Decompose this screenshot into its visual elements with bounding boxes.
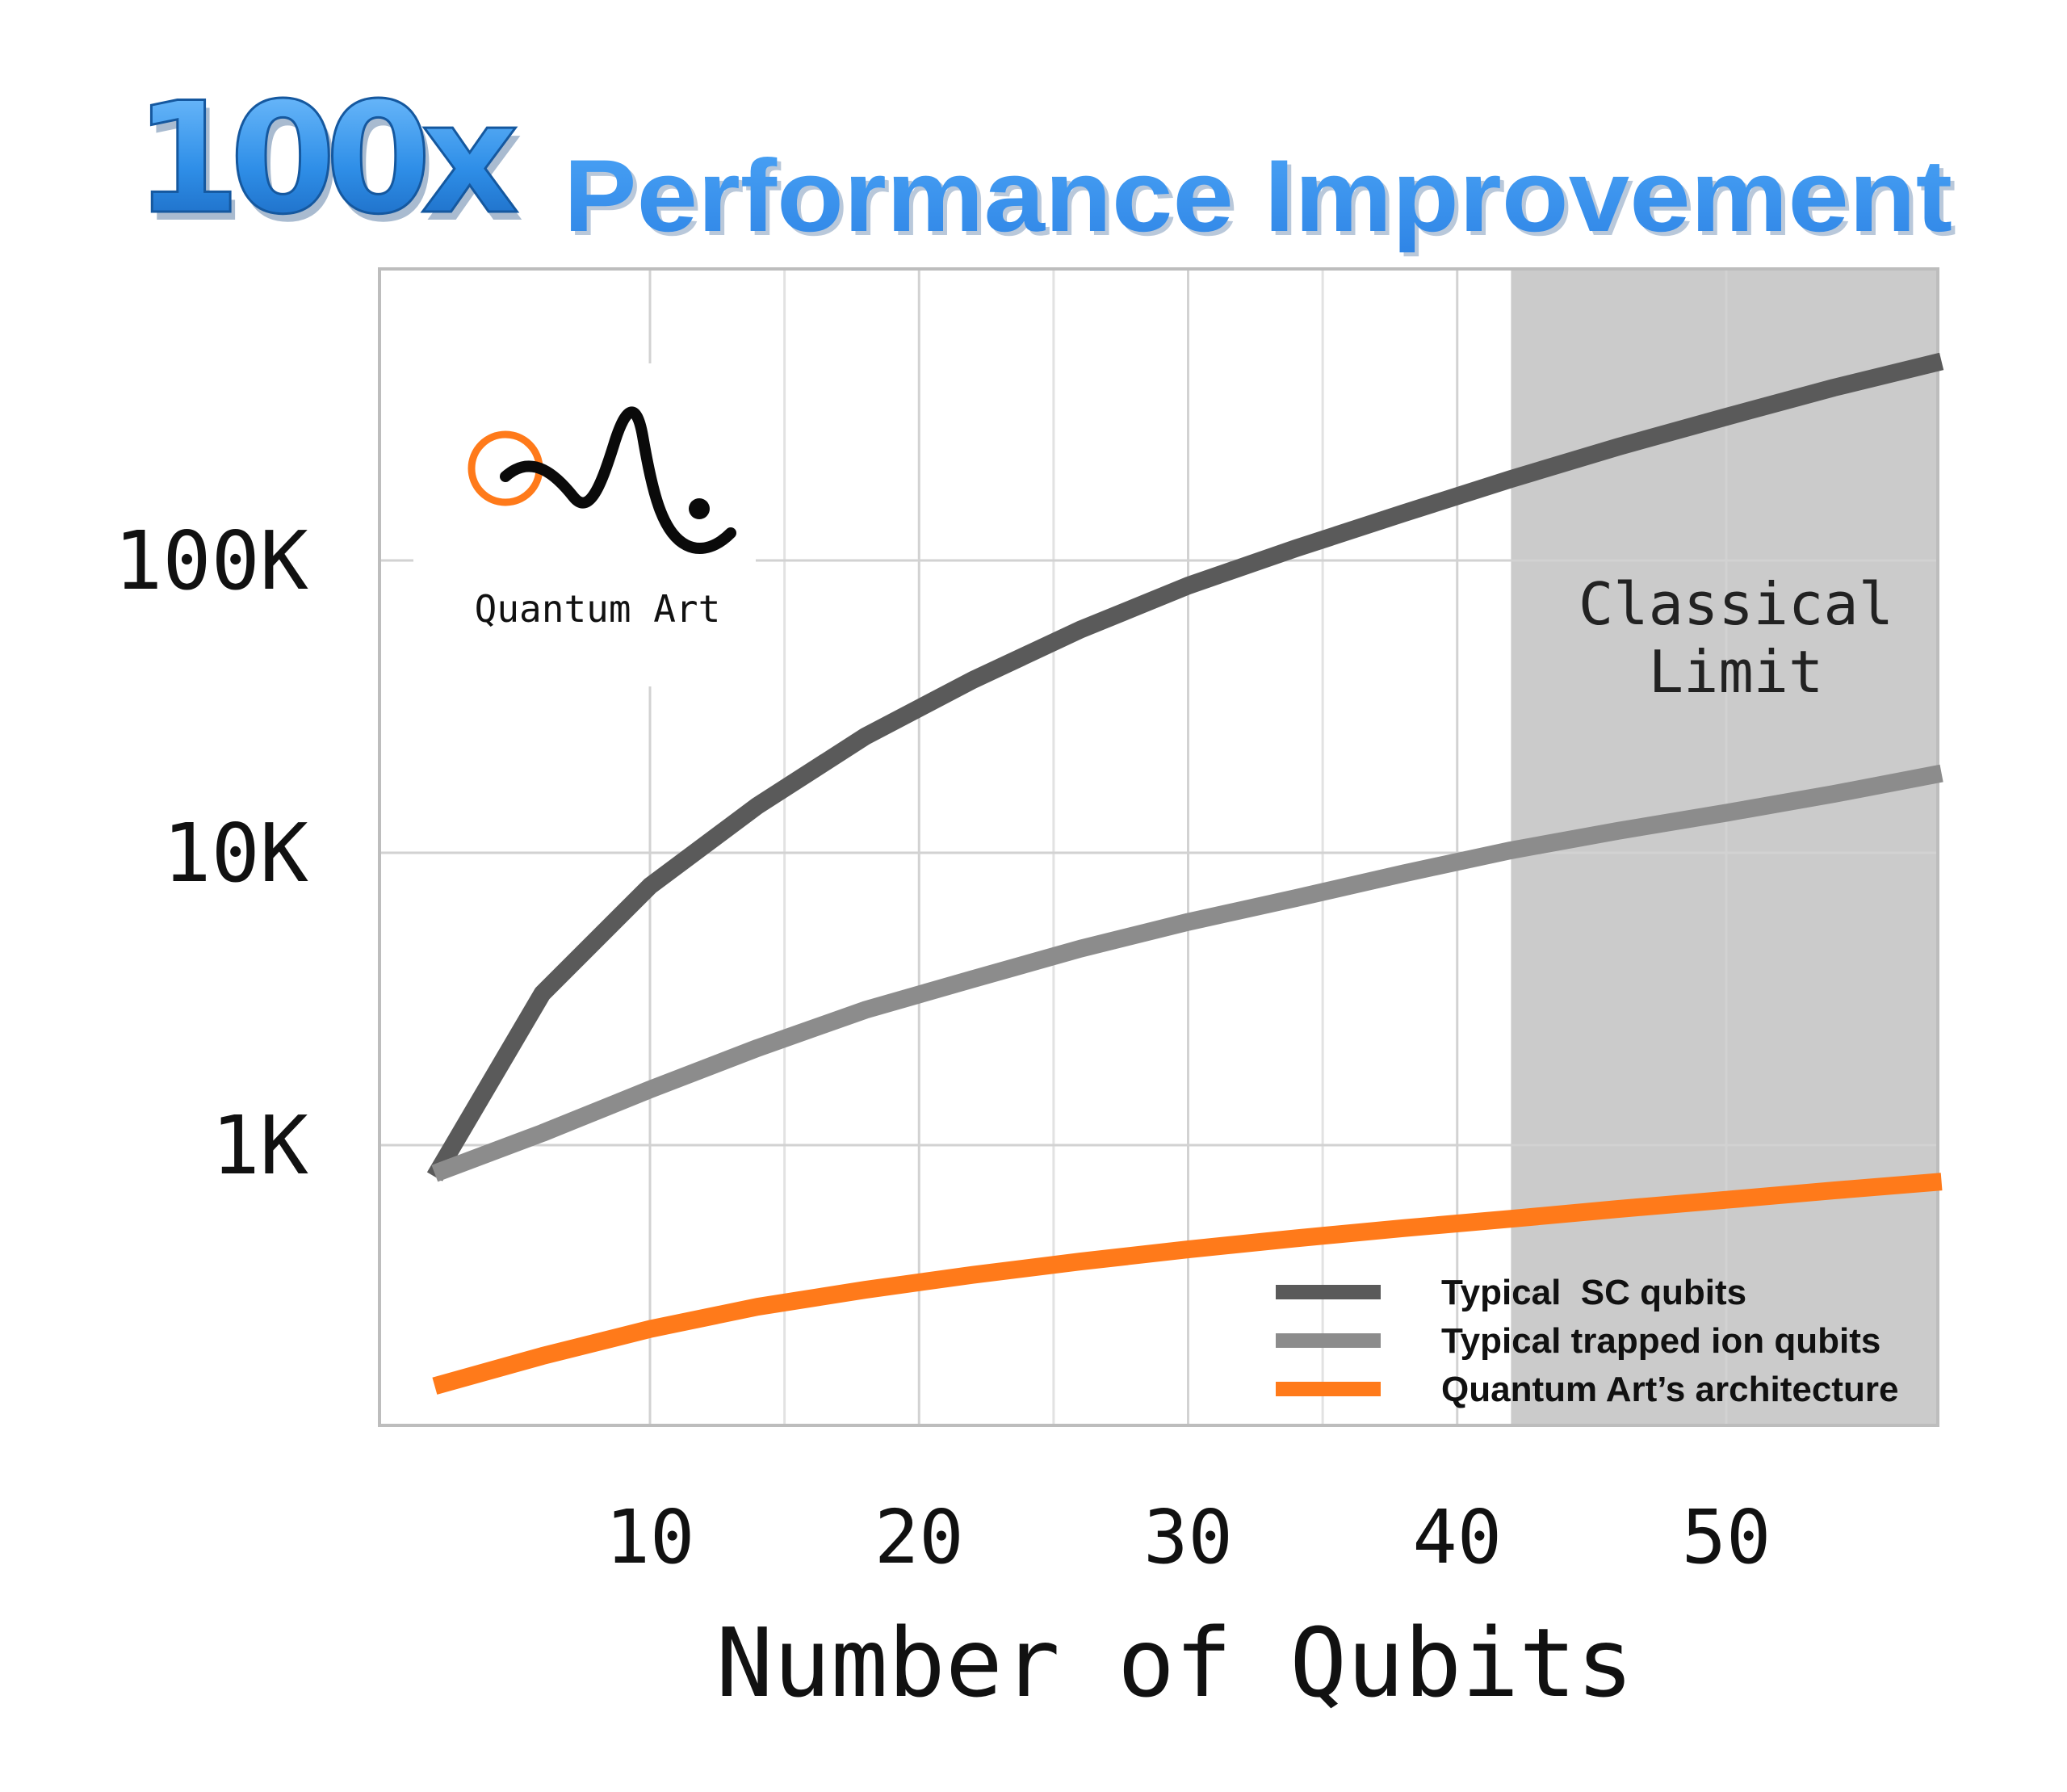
logo-dot — [689, 498, 710, 519]
header-title: Performance Improvement — [564, 138, 1952, 253]
header-badge-shadow: 100x — [139, 78, 522, 256]
y-tick-label: 10K — [162, 806, 308, 900]
series-line-0 — [426, 352, 1944, 1181]
classical-limit-line-2: Limit — [1649, 638, 1824, 706]
x-tick-label: 50 — [1682, 1494, 1771, 1580]
x-axis-tick-labels: 10 20 30 40 50 — [606, 1494, 1771, 1580]
series-line-1 — [431, 764, 1943, 1182]
legend-label-2: Quantum Art’s architecture — [1441, 1370, 1898, 1409]
header: 100x 100x Performance Improvement Perfor… — [133, 69, 1957, 258]
x-tick-label: 30 — [1143, 1494, 1233, 1580]
legend: Typical SC qubits Typical trapped ion qub… — [1276, 1273, 1898, 1409]
series-line-2 — [432, 1173, 1943, 1395]
logo-background — [413, 363, 756, 686]
classical-limit-line-1: Classical — [1579, 570, 1893, 638]
quantum-art-logo: Quantum Art — [413, 363, 756, 686]
legend-label-0: Typical SC qubits — [1441, 1273, 1746, 1312]
x-tick-label: 10 — [606, 1494, 695, 1580]
gridlines — [379, 269, 1938, 1425]
x-tick-label: 20 — [874, 1494, 964, 1580]
plot-frame — [378, 267, 1939, 1427]
series-layer — [426, 352, 1944, 1395]
y-tick-label: 1K — [212, 1098, 308, 1193]
x-axis-label: Number of Qubits — [716, 1607, 1634, 1719]
logo-text: Quantum Art — [475, 587, 721, 631]
y-tick-label: 100K — [114, 514, 308, 608]
classical-limit-label: Classical Limit — [1579, 570, 1893, 706]
legend-label-1: Typical trapped ion qubits — [1441, 1321, 1880, 1361]
x-tick-label: 40 — [1412, 1494, 1502, 1580]
header-badge: 100x — [134, 69, 518, 248]
y-axis-tick-labels: 1K 10K 100K — [114, 514, 308, 1193]
logo-wave-mark — [500, 406, 736, 554]
header-title-shadow: Performance Improvement — [568, 142, 1956, 257]
